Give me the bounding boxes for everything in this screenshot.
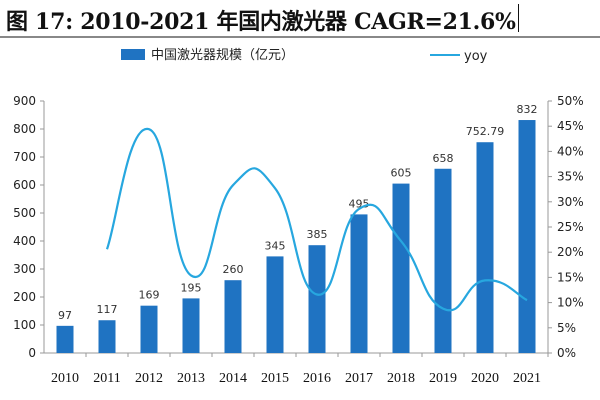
right-axis-tick-label: 20% xyxy=(557,245,584,259)
right-axis-tick-label: 30% xyxy=(557,195,584,209)
bar-data-label: 97 xyxy=(58,309,72,322)
right-axis-tick-label: 5% xyxy=(557,321,576,335)
right-axis-tick-label: 45% xyxy=(557,119,584,133)
x-axis-tick-label: 2020 xyxy=(471,371,499,386)
x-axis-tick-label: 2018 xyxy=(387,371,415,386)
bar-data-label: 605 xyxy=(391,167,412,180)
right-axis-tick-label: 35% xyxy=(557,170,584,184)
left-axis-tick-label: 600 xyxy=(13,178,36,192)
left-axis-tick-label: 100 xyxy=(13,318,36,332)
x-axis-tick-label: 2015 xyxy=(261,371,289,386)
legend-swatch-bars xyxy=(121,49,145,60)
left-axis-tick-label: 0 xyxy=(28,346,36,360)
bar xyxy=(56,325,74,353)
bar xyxy=(350,214,368,353)
x-axis-tick-label: 2012 xyxy=(135,371,163,386)
bar-data-label: 752.79 xyxy=(466,125,505,138)
bar xyxy=(308,245,326,353)
bar xyxy=(224,280,242,353)
legend-label-line: yoy xyxy=(464,49,488,64)
bar-data-label: 195 xyxy=(181,281,202,294)
left-axis-tick-label: 400 xyxy=(13,234,36,248)
bar xyxy=(392,183,410,353)
right-axis-tick-label: 15% xyxy=(557,270,584,284)
left-axis-tick-label: 800 xyxy=(13,122,36,136)
bar xyxy=(518,120,536,353)
bar-data-label: 832 xyxy=(517,103,538,116)
x-axis-tick-label: 2019 xyxy=(429,371,457,386)
left-axis-tick-label: 300 xyxy=(13,262,36,276)
left-axis-tick-label: 500 xyxy=(13,206,36,220)
chart-title-bar: 图 17: 2010-2021 年国内激光器 CAGR=21.6% xyxy=(0,0,600,38)
bar xyxy=(476,142,494,353)
bar xyxy=(140,305,158,353)
bar xyxy=(434,168,452,353)
x-axis-tick-label: 2011 xyxy=(93,371,120,386)
legend-label-bars: 中国激光器规模（亿元） xyxy=(151,48,294,63)
x-axis-tick-label: 2010 xyxy=(51,371,79,386)
bar xyxy=(182,298,200,353)
bar-data-label: 658 xyxy=(433,152,454,165)
bar-data-label: 117 xyxy=(97,303,118,316)
x-axis-tick-label: 2013 xyxy=(177,371,205,386)
right-axis-tick-label: 25% xyxy=(557,220,584,234)
right-axis-tick-label: 50% xyxy=(557,94,584,108)
bar-data-label: 169 xyxy=(139,289,160,302)
x-axis-tick-label: 2021 xyxy=(513,371,541,386)
left-axis-tick-label: 700 xyxy=(13,150,36,164)
x-axis-tick-label: 2017 xyxy=(345,371,373,386)
x-axis-tick-label: 2014 xyxy=(219,371,247,386)
bar xyxy=(98,320,116,353)
text-cursor xyxy=(518,4,519,32)
bar xyxy=(266,256,284,353)
left-axis-tick-label: 200 xyxy=(13,290,36,304)
x-axis-tick-label: 2016 xyxy=(303,371,331,386)
left-axis-tick-label: 900 xyxy=(13,94,36,108)
right-axis-tick-label: 10% xyxy=(557,296,584,310)
bar-data-label: 260 xyxy=(223,263,244,276)
yoy-line xyxy=(105,128,528,312)
bar-data-label: 385 xyxy=(307,228,328,241)
right-axis-tick-label: 0% xyxy=(557,346,576,360)
right-axis-tick-label: 40% xyxy=(557,144,584,158)
bar-data-label: 345 xyxy=(265,239,286,252)
chart-title: 图 17: 2010-2021 年国内激光器 CAGR=21.6% xyxy=(6,9,516,35)
